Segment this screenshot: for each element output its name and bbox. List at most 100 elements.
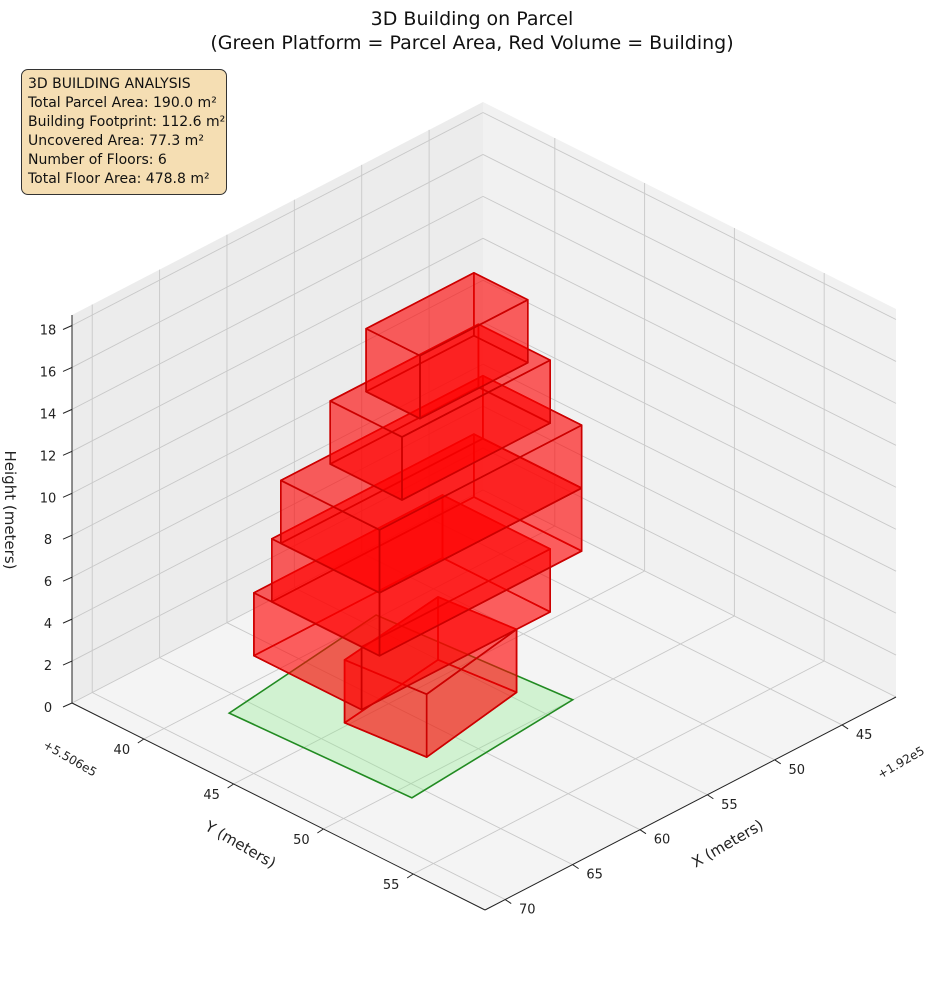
chart-subtitle: (Green Platform = Parcel Area, Red Volum… — [210, 32, 733, 54]
tick-mark — [62, 576, 73, 582]
y-axis-offset: +5.506e5 — [41, 738, 99, 780]
tick-mark — [572, 864, 579, 870]
chart-title: 3D Building on Parcel — [371, 8, 574, 30]
grid-line — [71, 112, 484, 326]
x-tick-label: 65 — [586, 868, 603, 883]
z-tick-label: 14 — [40, 407, 57, 422]
tick-labels: 45 50 55 60 65 70 40 45 50 55 0 2 4 6 8 10 12 14 16 18 — [40, 323, 873, 917]
grid-line — [482, 237, 897, 446]
x-tick-label: 50 — [788, 763, 805, 778]
axis-panes — [72, 102, 896, 910]
grid-line — [294, 587, 708, 796]
x-axis-label: X (meters) — [688, 816, 766, 871]
tick-mark — [707, 794, 714, 800]
tick-mark — [406, 873, 414, 879]
y-axis-line — [71, 702, 486, 911]
tick-mark — [137, 738, 145, 744]
tick-mark — [639, 829, 647, 835]
tick-mark — [227, 783, 234, 789]
z-tick-label: 4 — [44, 617, 52, 632]
grid-line — [428, 517, 843, 726]
grid-line — [71, 405, 484, 620]
x-back-pane — [483, 102, 896, 697]
grid-line — [71, 279, 484, 494]
grid-line — [361, 552, 775, 761]
y-tick-label: 45 — [203, 788, 220, 803]
z-tick-label: 10 — [40, 491, 57, 506]
parcel-platform — [227, 614, 575, 799]
z-tick-label: 0 — [44, 701, 52, 716]
stat-uncovered-area: Uncovered Area: 77.3 m² — [28, 133, 204, 149]
tick-mark — [62, 408, 73, 414]
y-tick-label: 55 — [383, 878, 400, 893]
floor-level-6 — [365, 271, 529, 420]
grid-line — [71, 489, 484, 704]
z-tick-label: 2 — [44, 659, 52, 674]
tick-mark — [62, 702, 73, 708]
floor-level-2 — [253, 494, 552, 711]
grid-line — [323, 615, 735, 830]
floor-level-5 — [329, 323, 552, 501]
tick-mark — [504, 899, 512, 904]
stat-floor-count: Number of Floors: 6 — [28, 152, 167, 168]
grid-line — [482, 489, 897, 698]
y-tick-label: 40 — [114, 743, 131, 758]
building-volume — [253, 271, 583, 758]
floor-top-face — [365, 271, 529, 357]
tick-mark — [62, 325, 73, 330]
grid-line — [71, 154, 484, 368]
x-tick-label: 70 — [519, 903, 536, 918]
floor-level-3 — [270, 433, 583, 657]
floor-top-face — [279, 374, 583, 531]
grid-line — [92, 692, 506, 900]
y-axis-label: Y (meters) — [201, 817, 279, 872]
tick-mark — [841, 724, 849, 730]
floor-pane — [72, 490, 896, 910]
grid-line — [71, 237, 484, 452]
grid-line — [71, 195, 484, 410]
x-axis-line — [484, 696, 897, 911]
grid-line — [71, 363, 484, 578]
z-axis-label: Height (meters) — [1, 451, 19, 570]
tick-mark — [317, 828, 324, 834]
floor-level-1 — [343, 596, 518, 758]
x-tick-label: 60 — [654, 833, 671, 848]
y-tick-label: 50 — [293, 833, 310, 848]
tick-mark — [774, 759, 781, 765]
grid-line — [482, 112, 897, 320]
grid-line — [482, 154, 897, 362]
grid-line — [412, 660, 825, 875]
z-tick-label: 8 — [44, 533, 52, 548]
axis-lines — [71, 315, 897, 911]
grid-line — [159, 657, 573, 866]
grid-line — [482, 195, 897, 404]
tick-mark — [62, 450, 73, 456]
floor-level-4 — [279, 374, 583, 594]
x-tick-label: 55 — [721, 798, 738, 813]
tick-mark — [62, 660, 73, 666]
tick-mark — [62, 534, 73, 540]
grid-line — [71, 447, 484, 662]
grid-line — [233, 570, 645, 785]
x-axis-offset: +1.92e5 — [875, 744, 927, 782]
stat-building-footprint: Building Footprint: 112.6 m² — [28, 114, 226, 130]
analysis-heading: 3D BUILDING ANALYSIS — [28, 76, 191, 92]
z-tick-label: 6 — [44, 575, 52, 590]
y-back-pane — [72, 102, 483, 703]
grid-line — [482, 279, 897, 488]
grid-line — [226, 622, 641, 831]
grid-line — [482, 363, 897, 572]
grid-line — [482, 321, 897, 530]
z-tick-label: 18 — [40, 323, 57, 338]
floor-top-face — [329, 323, 552, 438]
tick-mark — [62, 618, 73, 624]
x-tick-label: 45 — [856, 728, 873, 743]
stat-parcel-area: Total Parcel Area: 190.0 m² — [28, 95, 217, 111]
parcel-polygon — [227, 614, 575, 799]
grid-line — [482, 447, 897, 656]
tick-mark — [62, 366, 73, 372]
analysis-info-box: 3D BUILDING ANALYSIS Total Parcel Area: … — [21, 69, 227, 195]
stat-total-floor-area: Total Floor Area: 478.8 m² — [28, 171, 210, 187]
tick-mark — [62, 492, 73, 498]
